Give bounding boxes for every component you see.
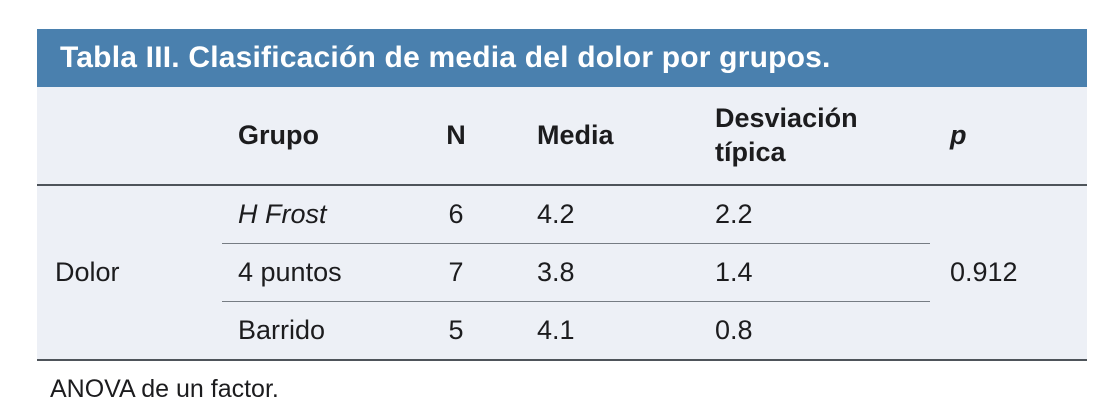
header-grupo: Grupo [222,87,412,186]
cell-desviacion: 2.2 [700,185,930,244]
header-media: Media [500,87,700,186]
table-body-wrap: Grupo N Media Desviación típica p Dolor … [37,87,1087,361]
header-desviacion-tipica: Desviación típica [700,87,930,186]
cell-media: 3.8 [500,243,700,302]
cell-desviacion: 1.4 [700,243,930,302]
cell-n: 5 [448,314,464,345]
cell-desviacion: 0.8 [715,314,753,345]
data-table: Grupo N Media Desviación típica p Dolor … [37,87,1087,359]
table-title: Tabla III. Clasificación de media del do… [60,41,831,74]
cell-grupo: H Frost [222,185,412,244]
header-empty-cell [37,87,222,186]
cell-p-value: 0.912 [950,257,1018,287]
table-caption-bar: Tabla III. Clasificación de media del do… [37,29,1087,87]
cell-grupo: Barrido [238,314,326,345]
header-row: Grupo N Media Desviación típica p [37,87,1087,186]
cell-grupo: 4 puntos [222,243,412,302]
header-p: p [930,87,1087,186]
header-desviacion-tipica-label: Desviación típica [715,102,858,167]
header-n: N [412,87,500,186]
cell-media: 4.1 [537,314,575,345]
table-row-h-frost: Dolor H Frost 6 4.2 2.2 0.912 [37,185,1087,287]
table-row-barrido: Barrido 5 4.1 0.8 [37,301,1087,359]
row-group-label-dolor: Dolor [55,257,120,287]
cell-media: 4.2 [500,185,700,244]
cell-n: 7 [412,243,500,302]
table-iii-card: Tabla III. Clasificación de media del do… [37,29,1087,404]
table-row-4-puntos: 4 puntos 7 3.8 1.4 [37,243,1087,302]
table-footnote: ANOVA de un factor. [50,375,279,403]
cell-n: 6 [412,185,500,244]
